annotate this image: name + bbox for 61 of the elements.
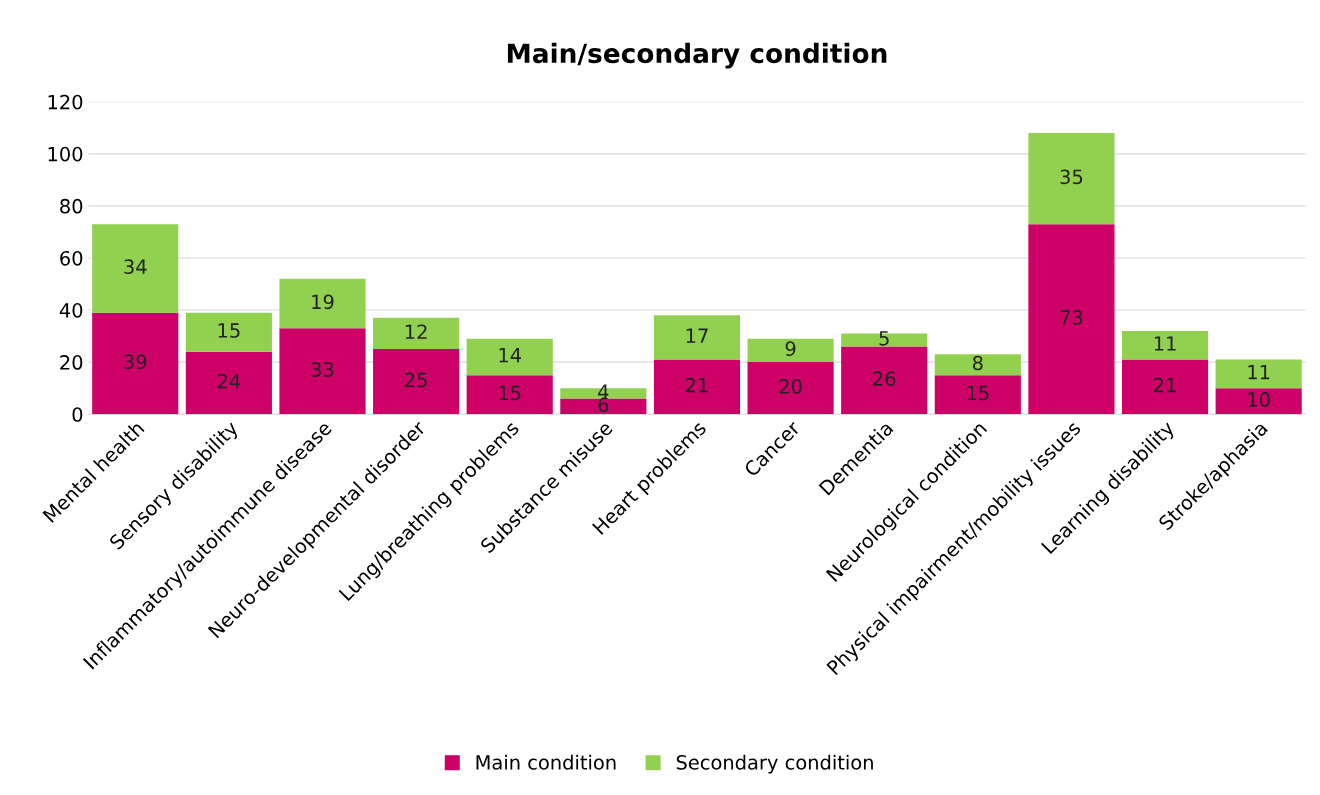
data-label: 15 xyxy=(218,323,240,338)
data-label: 25 xyxy=(405,372,427,388)
data-label: 17 xyxy=(686,328,708,343)
bar xyxy=(747,362,834,415)
data-label: 26 xyxy=(873,371,896,386)
data-label: 39 xyxy=(124,354,147,370)
data-label: 10 xyxy=(1248,392,1270,407)
y-tick-label: 40 xyxy=(59,303,83,318)
legend-label: Main condition xyxy=(476,754,616,770)
data-label: 9 xyxy=(785,341,796,357)
data-label: 11 xyxy=(1248,365,1270,380)
data-label: 8 xyxy=(972,355,983,371)
data-label: 15 xyxy=(967,385,989,401)
data-label: 14 xyxy=(499,348,521,363)
bar xyxy=(185,351,272,415)
data-label: 19 xyxy=(312,294,334,310)
bar xyxy=(279,278,366,329)
data-label: 12 xyxy=(405,324,427,339)
y-tick-label: 60 xyxy=(60,250,83,266)
data-label: 24 xyxy=(217,373,241,389)
y-tick-label: 0 xyxy=(72,407,83,422)
bar xyxy=(279,328,366,415)
data-label: 15 xyxy=(499,385,521,401)
y-tick-label: 20 xyxy=(60,355,83,370)
bar xyxy=(1121,359,1209,415)
data-label: 11 xyxy=(1154,336,1176,351)
y-tick-label: 80 xyxy=(60,198,83,214)
bar xyxy=(92,312,179,415)
bar xyxy=(841,333,928,347)
chart-title: Main/secondary condition xyxy=(507,42,887,69)
bar xyxy=(841,346,928,415)
bar xyxy=(466,338,553,376)
bar xyxy=(934,354,1021,376)
bar xyxy=(373,317,460,350)
bar xyxy=(373,349,460,415)
bar xyxy=(1028,133,1115,225)
data-label: 33 xyxy=(311,362,334,377)
bar xyxy=(560,398,647,415)
bar xyxy=(1028,224,1115,415)
y-tick-label: 100 xyxy=(48,146,83,162)
data-label: 4 xyxy=(598,384,609,399)
bar xyxy=(185,312,272,352)
bar xyxy=(653,315,741,360)
bar xyxy=(934,375,1021,415)
data-label: 6 xyxy=(598,397,609,413)
legend-label: Secondary condition xyxy=(676,754,873,774)
bar xyxy=(653,359,741,415)
y-tick-label: 120 xyxy=(48,94,83,110)
bar xyxy=(1215,388,1302,415)
data-label: 21 xyxy=(686,377,708,393)
data-label: 20 xyxy=(779,379,802,394)
data-label: 73 xyxy=(1060,310,1083,325)
bar xyxy=(1215,359,1302,389)
bar xyxy=(466,375,553,415)
data-label: 35 xyxy=(1060,169,1083,185)
bar xyxy=(92,224,179,313)
data-label: 34 xyxy=(124,259,147,275)
bar xyxy=(1121,330,1209,360)
data-label: 5 xyxy=(879,331,889,346)
bar xyxy=(747,338,834,363)
data-label: 21 xyxy=(1154,377,1176,393)
